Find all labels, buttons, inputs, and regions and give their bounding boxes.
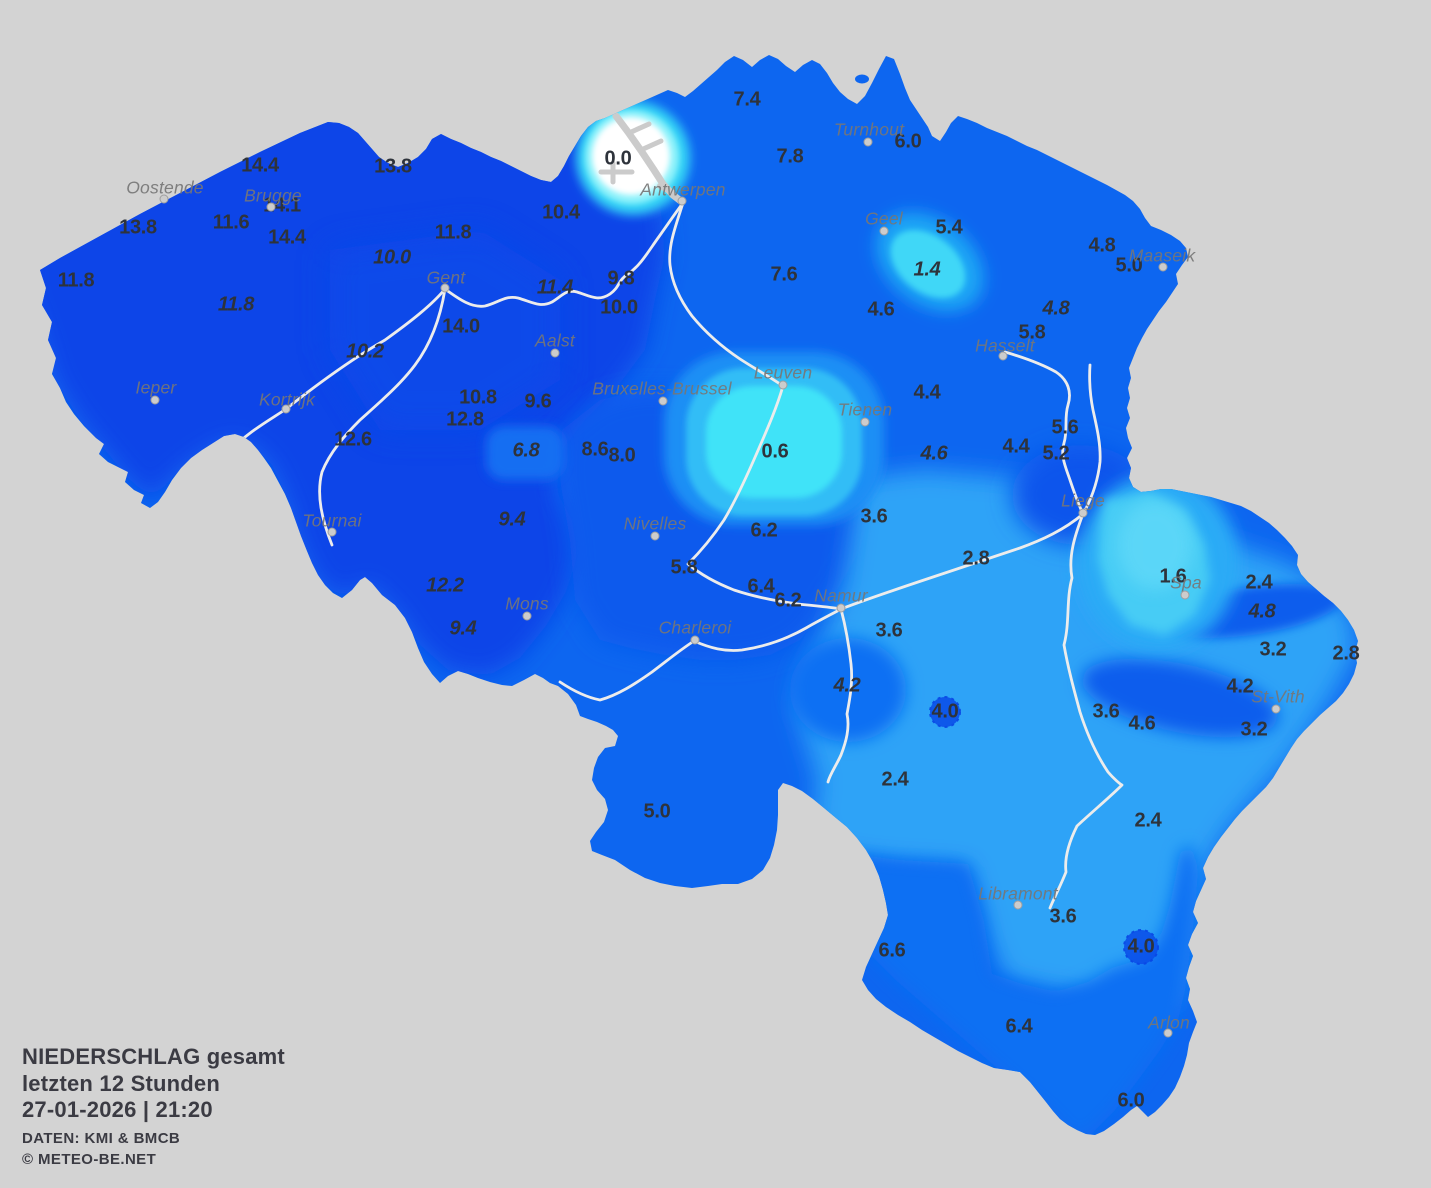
copyright: © METEO-BE.NET <box>22 1151 157 1168</box>
region-blob-42 <box>790 638 906 742</box>
river-schelde-upper <box>443 201 685 308</box>
region-patch-68 <box>486 426 564 480</box>
antwerp-port-docks <box>598 112 686 206</box>
region-deep-west <box>40 100 665 676</box>
region-geel-core <box>890 230 966 298</box>
river-canal-antwerp-leuven <box>668 201 785 388</box>
river-meuse-south <box>826 607 854 784</box>
region-dark-spot-40a <box>929 696 961 728</box>
region-zero-core <box>592 117 670 195</box>
river-leie <box>223 287 447 457</box>
rivers <box>223 201 1124 910</box>
region-band-stvith <box>1081 658 1279 738</box>
precipitation-regions <box>40 100 1356 1135</box>
river-albert-canal <box>1003 350 1085 516</box>
map-subtitle: letzten 12 Stunden <box>22 1070 220 1096</box>
river-schelde-lower <box>318 287 447 547</box>
title-block: NIEDERSCHLAG gesamt letzten 12 Stunden 2… <box>22 1044 285 1171</box>
river-dijle-namur <box>686 384 843 611</box>
river-meuse-northeast <box>839 363 1102 611</box>
region-spa-inner <box>1117 500 1193 590</box>
map-datetime: 27-01-2026 | 21:20 <box>22 1097 213 1122</box>
region-mid-bottom <box>815 845 1198 1135</box>
baarle-exclave <box>855 74 869 84</box>
region-dark-spot-40b <box>1123 929 1159 965</box>
region-deep-soft <box>330 230 560 430</box>
region-leuven-core <box>706 386 842 498</box>
river-ourthe <box>1048 512 1124 910</box>
data-source: DATEN: KMI & BMCB <box>22 1129 181 1147</box>
map-title: NIEDERSCHLAG gesamt <box>22 1044 285 1069</box>
